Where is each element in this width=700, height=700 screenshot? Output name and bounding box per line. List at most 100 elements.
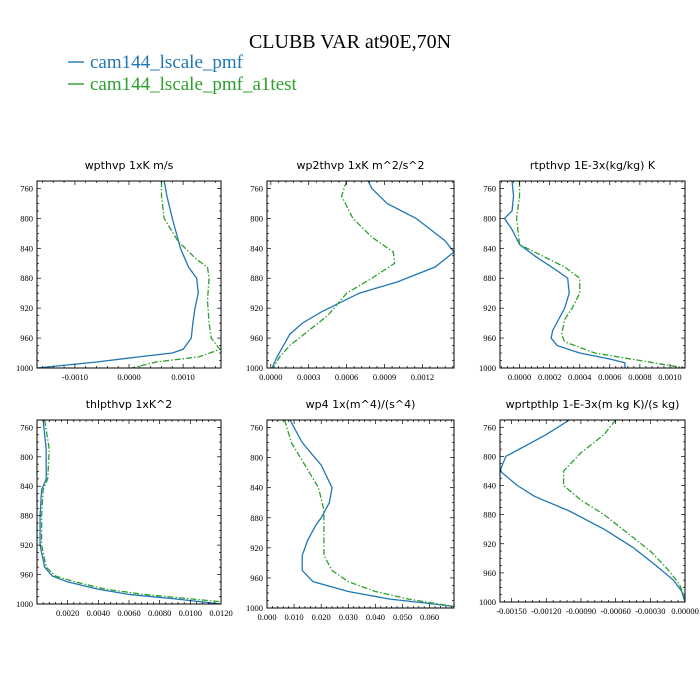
panel-2-ytick-label: 960 bbox=[250, 333, 263, 343]
panel-1-xtick-label: -0.0010 bbox=[62, 372, 88, 382]
panel-3-xtick-label: 0.0008 bbox=[628, 372, 651, 382]
panel-1-series-2-line bbox=[131, 181, 221, 368]
panel-6-ytick-label: 960 bbox=[483, 568, 496, 578]
panel-1-ytick-label: 1000 bbox=[16, 363, 33, 373]
panel-5-ytick-label: 760 bbox=[250, 423, 263, 433]
panel-3-ytick-label: 920 bbox=[483, 303, 496, 313]
panel-2-ytick-label: 760 bbox=[250, 183, 263, 193]
panel-4-series-1-line bbox=[39, 420, 221, 604]
panel-3-xtick-label: 0.0002 bbox=[538, 372, 561, 382]
panel-6-frame bbox=[499, 419, 686, 603]
panel-3-ytick-label: 960 bbox=[483, 333, 496, 343]
panel-3-xtick-label: 0.0010 bbox=[658, 372, 681, 382]
panel-4-ytick-label: 840 bbox=[20, 481, 33, 491]
panel-2-ytick-label: 840 bbox=[250, 243, 263, 253]
panel-2-ytick-label: 920 bbox=[250, 303, 263, 313]
panel-4-ytick-label: 800 bbox=[20, 452, 33, 462]
panel-5-ytick-label: 960 bbox=[250, 573, 263, 583]
panel-5-ytick-label: 880 bbox=[250, 513, 263, 523]
panel-3-xtick-label: 0.0006 bbox=[598, 372, 621, 382]
panel-1-title: wpthvp 1xK m/s bbox=[85, 159, 174, 172]
panel-4-xtick-label: 0.0020 bbox=[56, 608, 79, 618]
panel-5-ytick-label: 920 bbox=[250, 543, 263, 553]
panel-1-ytick-label: 960 bbox=[20, 333, 33, 343]
panel-1-ytick-label: 920 bbox=[20, 303, 33, 313]
panel-6-ytick-label: 760 bbox=[483, 422, 496, 432]
panel-4: thlpthvp 1xK^2 760 800 840 880 920 960 1000 0.00… bbox=[16, 398, 233, 618]
panel-6-ytick-label: 840 bbox=[483, 481, 496, 491]
panel-4-xtick-label: 0.0120 bbox=[209, 608, 232, 618]
panel-3-ytick-label: 760 bbox=[483, 183, 496, 193]
panel-1-xtick-label: 0.0000 bbox=[117, 372, 140, 382]
panel-4-frame bbox=[36, 419, 222, 605]
panel-5-xtick-label: 0.040 bbox=[366, 612, 385, 622]
panel-5-series-2-line bbox=[283, 420, 454, 608]
panel-2-ytick-label: 800 bbox=[250, 213, 263, 223]
panel-5-xtick-label: 0.000 bbox=[257, 612, 276, 622]
panel-3-title: rtpthvp 1E-3x(kg/kg) K bbox=[530, 159, 656, 172]
panel-6-ytick-label: 880 bbox=[483, 510, 496, 520]
panel-6-xtick-label: -0.00030 bbox=[635, 606, 665, 616]
panel-5-xtick-label: 0.010 bbox=[285, 612, 304, 622]
panel-6-xtick-label: -0.00060 bbox=[600, 606, 630, 616]
panel-5-frame bbox=[266, 419, 455, 609]
panel-6-xtick-label: -0.00120 bbox=[531, 606, 561, 616]
panel-4-ytick-label: 880 bbox=[20, 511, 33, 521]
panel-3-series-1-line bbox=[503, 181, 626, 368]
panel-6-xtick-label: 0.00000 bbox=[671, 606, 699, 616]
panel-4-xtick-label: 0.0100 bbox=[179, 608, 202, 618]
panel-5-title: wp4 1x(m^4)/(s^4) bbox=[306, 398, 416, 411]
panel-6-xtick-label: -0.00090 bbox=[566, 606, 596, 616]
panel-4-xtick-label: 0.0080 bbox=[148, 608, 171, 618]
panel-2-title: wp2thvp 1xK m^2/s^2 bbox=[296, 159, 424, 172]
panel-1-ytick-label: 840 bbox=[20, 243, 33, 253]
panel-6-series-2-line bbox=[562, 420, 685, 599]
panel-1-ytick-label: 760 bbox=[20, 183, 33, 193]
panel-2-xtick-label: 0.0006 bbox=[335, 372, 358, 382]
panel-4-ytick-label: 920 bbox=[20, 540, 33, 550]
panel-3-ytick-label: 880 bbox=[483, 273, 496, 283]
panel-1-ytick-label: 880 bbox=[20, 273, 33, 283]
panel-6-ytick-label: 800 bbox=[483, 451, 496, 461]
panel-4-ytick-label: 960 bbox=[20, 570, 33, 580]
panel-2-series-1-line bbox=[271, 181, 454, 368]
panel-5: wp4 1x(m^4)/(s^4)76080084088092096010000… bbox=[246, 398, 455, 622]
panel-5-xtick-label: 0.060 bbox=[420, 612, 439, 622]
panel-6-ytick-label: 1000 bbox=[479, 597, 496, 607]
panel-5-xtick-label: 0.030 bbox=[339, 612, 358, 622]
panel-2-ytick-label: 1000 bbox=[246, 363, 263, 373]
panel-4-title: thlpthvp 1xK^2 bbox=[86, 398, 173, 411]
panel-5-xtick-label: 0.020 bbox=[312, 612, 331, 622]
panel-3-series-2-line bbox=[515, 181, 685, 368]
panel-2-xtick-label: 0.0012 bbox=[411, 372, 434, 382]
panel-6-xtick-label: -0.00150 bbox=[496, 606, 526, 616]
panel-3-ytick-label: 1000 bbox=[479, 363, 496, 373]
panel-5-ytick-label: 840 bbox=[250, 483, 263, 493]
panel-1-ytick-label: 800 bbox=[20, 213, 33, 223]
panel-6: wprtpthlp 1-E-3x(m kg K)/(s kg) 760 800 840… bbox=[479, 398, 699, 616]
panel-6-series-1-line bbox=[500, 420, 685, 602]
panels: wpthvp 1xK m/s7608008408809209601000-0.0… bbox=[16, 159, 699, 622]
panel-2-series-2-line bbox=[272, 181, 396, 368]
panel-4-ytick-label: 1000 bbox=[16, 599, 33, 609]
panel-4-ytick-label: 760 bbox=[20, 422, 33, 432]
panel-3-ytick-label: 800 bbox=[483, 213, 496, 223]
legend: cam144_lscale_pmf cam144_lscale_pmf_a1te… bbox=[68, 52, 298, 95]
panel-3-xtick-label: 0.0000 bbox=[508, 372, 531, 382]
panel-2-xtick-label: 0.0000 bbox=[259, 372, 282, 382]
legend-label-1: cam144_lscale_pmf bbox=[90, 52, 244, 73]
panel-1-series-1-line bbox=[37, 181, 199, 368]
legend-label-2: cam144_lscale_pmf_a1test bbox=[90, 74, 298, 95]
panel-3: rtpthvp 1E-3x(kg/kg) K 760 800 840 880 920 960… bbox=[479, 159, 686, 382]
panel-2-xtick-label: 0.0009 bbox=[373, 372, 396, 382]
panel-3-ytick-label: 840 bbox=[483, 243, 496, 253]
figure-title: CLUBB VAR at90E,70N bbox=[249, 31, 451, 53]
panel-5-ytick-label: 1000 bbox=[246, 603, 263, 613]
panel-1: wpthvp 1xK m/s 760 800 840 880 920 960 1000 -0.0… bbox=[16, 159, 222, 382]
panel-2-frame bbox=[266, 180, 455, 369]
panel-5-ytick-label: 800 bbox=[250, 453, 263, 463]
panel-3-frame bbox=[499, 180, 686, 369]
panel-5-series-1-line bbox=[289, 420, 454, 608]
panel-3-xtick-label: 0.0004 bbox=[568, 372, 592, 382]
